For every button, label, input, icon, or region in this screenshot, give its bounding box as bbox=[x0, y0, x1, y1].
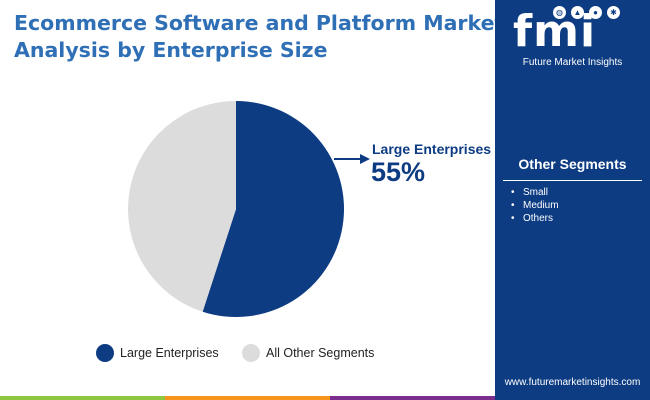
chart-title-line-2: Analysis by Enterprise Size bbox=[14, 38, 328, 62]
website-url: www.futuremarketinsights.com bbox=[504, 377, 641, 388]
logo-brand-name: Future Market Insights bbox=[522, 57, 623, 68]
other-segments-title: Other Segments bbox=[518, 156, 627, 172]
people-icon: ● bbox=[589, 6, 602, 19]
bottom-bar-orange bbox=[165, 396, 330, 400]
logo-icons: ◍ ▲ ● ✱ bbox=[525, 6, 625, 22]
segment-item-small: Small bbox=[511, 186, 559, 199]
sidebar-panel: ◍ ▲ ● ✱ fmi Future Market Insights Other… bbox=[495, 0, 650, 400]
chart-title: Ecommerce Software and Platform Market A… bbox=[14, 10, 505, 64]
legend-label-large-enterprises: Large Enterprises bbox=[120, 346, 219, 360]
globe-icon: ◍ bbox=[553, 6, 566, 19]
fmi-logo: ◍ ▲ ● ✱ fmi Future Market Insights bbox=[495, 0, 650, 72]
pie-chart bbox=[128, 101, 370, 317]
bottom-bar-green bbox=[0, 396, 165, 400]
chart-title-line-1: Ecommerce Software and Platform Market bbox=[14, 11, 505, 35]
legend-item-large-enterprises: Large Enterprises bbox=[96, 343, 236, 363]
pie-slice-large-enterprises bbox=[202, 101, 344, 317]
other-segments-list: Small Medium Others bbox=[511, 186, 559, 225]
logo-letters: fmi bbox=[513, 6, 597, 57]
pie-slices bbox=[128, 101, 344, 317]
legend-swatch-all-other-segments bbox=[242, 344, 260, 362]
pie-slice-all-other-segments bbox=[128, 101, 236, 312]
callout-arrow bbox=[334, 154, 370, 164]
legend-label-all-other-segments: All Other Segments bbox=[266, 346, 375, 360]
bottom-bar-blue bbox=[495, 396, 650, 400]
gear-icon: ✱ bbox=[607, 6, 620, 19]
callout-label: Large Enterprises bbox=[372, 141, 492, 157]
legend-item-all-other-segments: All Other Segments bbox=[242, 343, 392, 363]
bottom-bar-purple bbox=[330, 396, 495, 400]
chart-icon: ▲ bbox=[571, 6, 584, 19]
legend-swatch-large-enterprises bbox=[96, 344, 114, 362]
callout-value: 55% bbox=[371, 157, 426, 187]
segment-item-medium: Medium bbox=[511, 199, 559, 212]
segment-item-others: Others bbox=[511, 212, 559, 225]
segments-divider bbox=[503, 180, 642, 181]
